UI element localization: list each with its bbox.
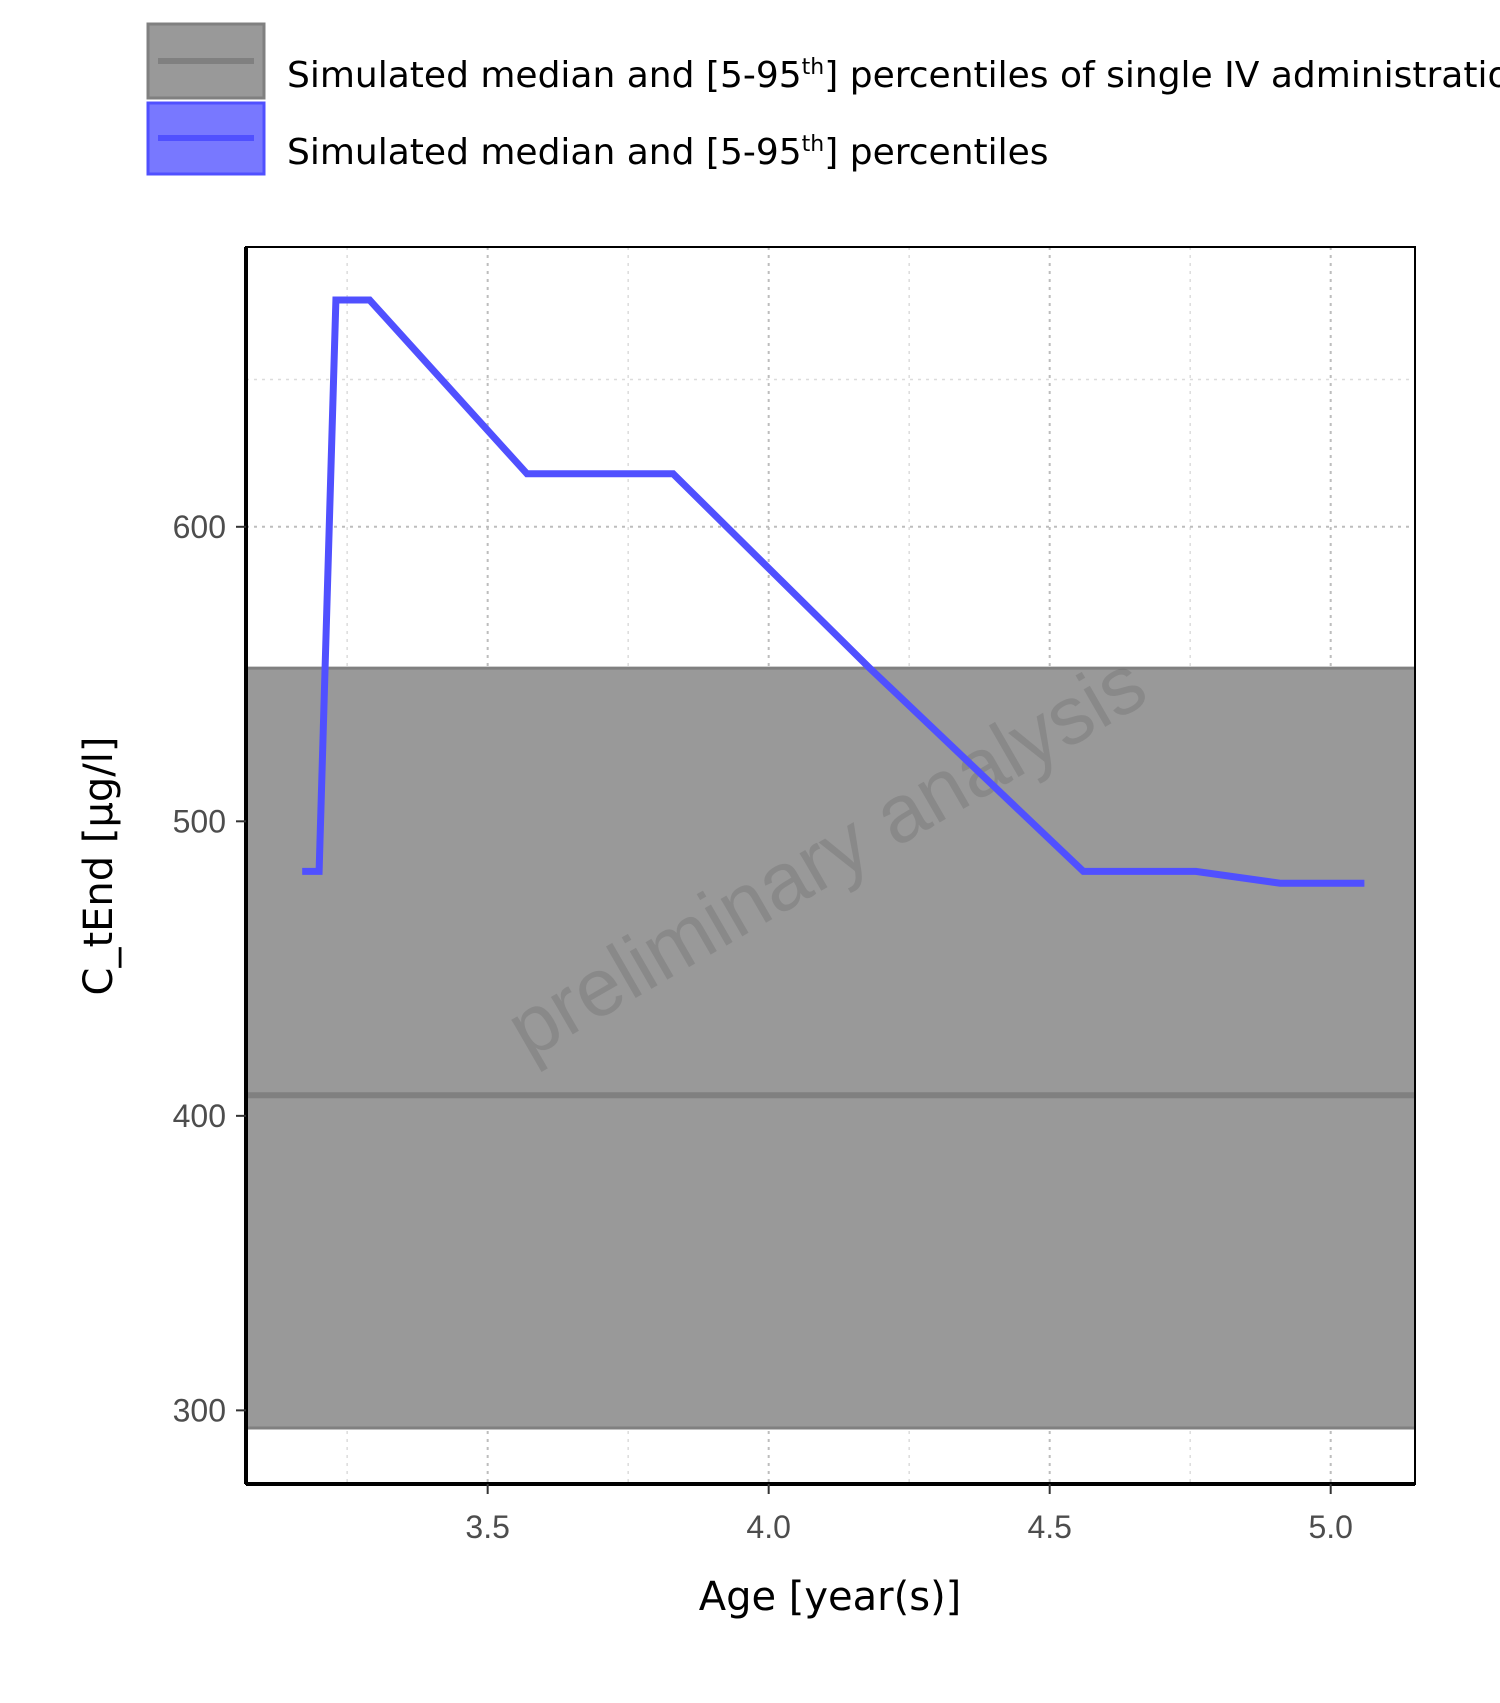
- series-layer: [302, 296, 1365, 887]
- x-axis-ticks: 3.5 4.0 4.5 5.0: [465, 1484, 1353, 1545]
- legend-label-simulated: Simulated median and [5-95th] percentile…: [287, 132, 1049, 173]
- y-tick-label: 600: [173, 509, 226, 545]
- legend-label-reference: Simulated median and [5-95th] percentile…: [287, 55, 1500, 96]
- y-tick-label: 400: [173, 1098, 226, 1134]
- y-tick-label: 500: [173, 803, 226, 839]
- reference-band-area: [246, 668, 1415, 1429]
- x-axis-title: Age [year(s)]: [699, 1574, 962, 1620]
- x-tick-label: 5.0: [1308, 1509, 1352, 1545]
- x-tick-label: 3.5: [465, 1509, 509, 1545]
- legend: Simulated median and [5-95th] percentile…: [146, 22, 1500, 176]
- legend-entry-reference: Simulated median and [5-95th] percentile…: [146, 22, 1500, 100]
- x-tick-label: 4.5: [1027, 1509, 1071, 1545]
- series-line-0: [302, 296, 1365, 887]
- y-tick-label: 300: [173, 1392, 226, 1428]
- y-axis-ticks: 300 400 500 600: [173, 509, 246, 1428]
- plot-panel: preliminary analysis: [244, 246, 1416, 1486]
- y-axis-title: C_tEnd [µg/l]: [76, 737, 122, 996]
- legend-entry-simulated: Simulated median and [5-95th] percentile…: [146, 101, 1049, 176]
- x-tick-label: 4.0: [746, 1509, 790, 1545]
- reference-band: [246, 666, 1415, 1430]
